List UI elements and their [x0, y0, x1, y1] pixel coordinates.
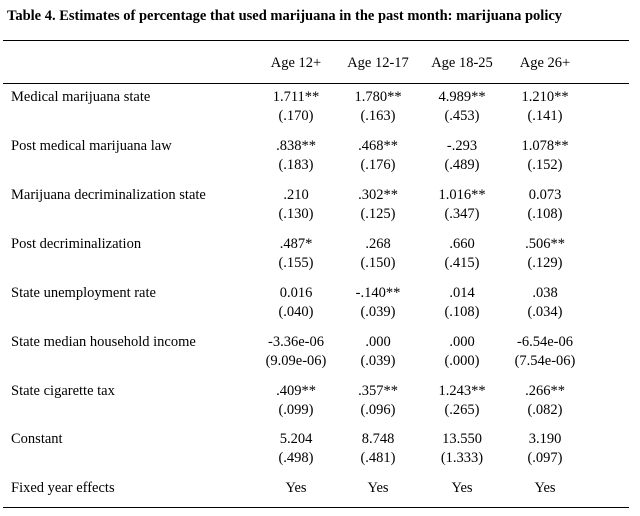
std-error-cell: (7.54e-06): [514, 353, 576, 369]
estimate-cell: .357**: [358, 383, 398, 399]
std-error-cell: (.108): [527, 206, 563, 222]
std-error-cell: (.170): [278, 108, 314, 124]
estimate-cell: .660: [449, 236, 475, 252]
top-rule: [3, 40, 629, 41]
std-error-cell: (.152): [527, 157, 563, 173]
estimate-cell: 1.711**: [272, 89, 320, 105]
estimate-cell: .409**: [276, 383, 316, 399]
estimate-cell: .038: [532, 285, 558, 301]
row-label: Post medical marijuana law: [11, 138, 172, 154]
std-error-cell: (1.333): [440, 450, 484, 466]
estimate-cell: Yes: [451, 480, 473, 496]
std-error-cell: (.125): [360, 206, 396, 222]
estimate-cell: -.140**: [355, 285, 401, 301]
std-error-cell: (.039): [360, 304, 396, 320]
estimate-cell: .268: [365, 236, 391, 252]
row-label: Fixed year effects: [11, 480, 115, 496]
std-error-cell: (.000): [444, 353, 480, 369]
row-label: Constant: [11, 431, 63, 447]
row-label: State cigarette tax: [11, 383, 115, 399]
estimate-cell: -6.54e-06: [517, 334, 573, 350]
std-error-cell: (.489): [444, 157, 480, 173]
column-header: Age 26+: [519, 55, 571, 71]
std-error-cell: (.415): [444, 255, 480, 271]
std-error-cell: (.481): [360, 450, 396, 466]
row-label: Marijuana decriminalization state: [11, 187, 206, 203]
std-error-cell: (.453): [444, 108, 480, 124]
column-header: Age 18-25: [431, 55, 493, 71]
estimate-cell: 1.078**: [521, 138, 569, 154]
estimate-cell: 1.016**: [438, 187, 486, 203]
std-error-cell: (.097): [527, 450, 563, 466]
estimate-cell: 1.210**: [521, 89, 569, 105]
std-error-cell: (9.09e-06): [265, 353, 327, 369]
std-error-cell: (.176): [360, 157, 396, 173]
std-error-cell: (.155): [278, 255, 314, 271]
estimate-cell: 0.073: [528, 187, 562, 203]
std-error-cell: (.130): [278, 206, 314, 222]
std-error-cell: (.034): [527, 304, 563, 320]
std-error-cell: (.498): [278, 450, 314, 466]
std-error-cell: (.099): [278, 402, 314, 418]
table-title: Table 4. Estimates of percentage that us…: [7, 8, 563, 24]
estimate-cell: -3.36e-06: [268, 334, 324, 350]
estimate-cell: .487*: [279, 236, 313, 252]
std-error-cell: (.082): [527, 402, 563, 418]
estimate-cell: -.293: [446, 138, 478, 154]
estimate-cell: 13.550: [442, 431, 482, 447]
std-error-cell: (.141): [527, 108, 563, 124]
estimate-cell: .000: [449, 334, 475, 350]
std-error-cell: (.108): [444, 304, 480, 320]
std-error-cell: (.163): [360, 108, 396, 124]
estimate-cell: .210: [283, 187, 309, 203]
std-error-cell: (.096): [360, 402, 396, 418]
estimate-cell: .000: [365, 334, 391, 350]
estimate-cell: Yes: [534, 480, 556, 496]
estimate-cell: Yes: [285, 480, 307, 496]
estimate-cell: .302**: [358, 187, 398, 203]
row-label: State unemployment rate: [11, 285, 156, 301]
std-error-cell: (.040): [278, 304, 314, 320]
std-error-cell: (.150): [360, 255, 396, 271]
estimate-cell: 8.748: [361, 431, 395, 447]
column-header: Age 12-17: [347, 55, 409, 71]
estimate-cell: Yes: [367, 480, 389, 496]
estimate-cell: 3.190: [528, 431, 562, 447]
row-label: Medical marijuana state: [11, 89, 151, 105]
header-rule: [3, 83, 629, 84]
estimate-cell: 0.016: [279, 285, 313, 301]
estimate-cell: .266**: [525, 383, 565, 399]
column-header: Age 12+: [270, 55, 322, 71]
std-error-cell: (.129): [527, 255, 563, 271]
std-error-cell: (.265): [444, 402, 480, 418]
std-error-cell: (.347): [444, 206, 480, 222]
std-error-cell: (.183): [278, 157, 314, 173]
estimate-cell: 5.204: [279, 431, 313, 447]
estimate-cell: 1.243**: [438, 383, 486, 399]
std-error-cell: (.039): [360, 353, 396, 369]
estimate-cell: 4.989**: [438, 89, 486, 105]
row-label: Post decriminalization: [11, 236, 142, 252]
bottom-rule: [3, 507, 629, 508]
estimate-cell: 1.780**: [354, 89, 402, 105]
estimate-cell: .014: [449, 285, 475, 301]
estimate-cell: .838**: [276, 138, 316, 154]
estimate-cell: .468**: [358, 138, 398, 154]
estimate-cell: .506**: [525, 236, 565, 252]
row-label: State median household income: [11, 334, 196, 350]
